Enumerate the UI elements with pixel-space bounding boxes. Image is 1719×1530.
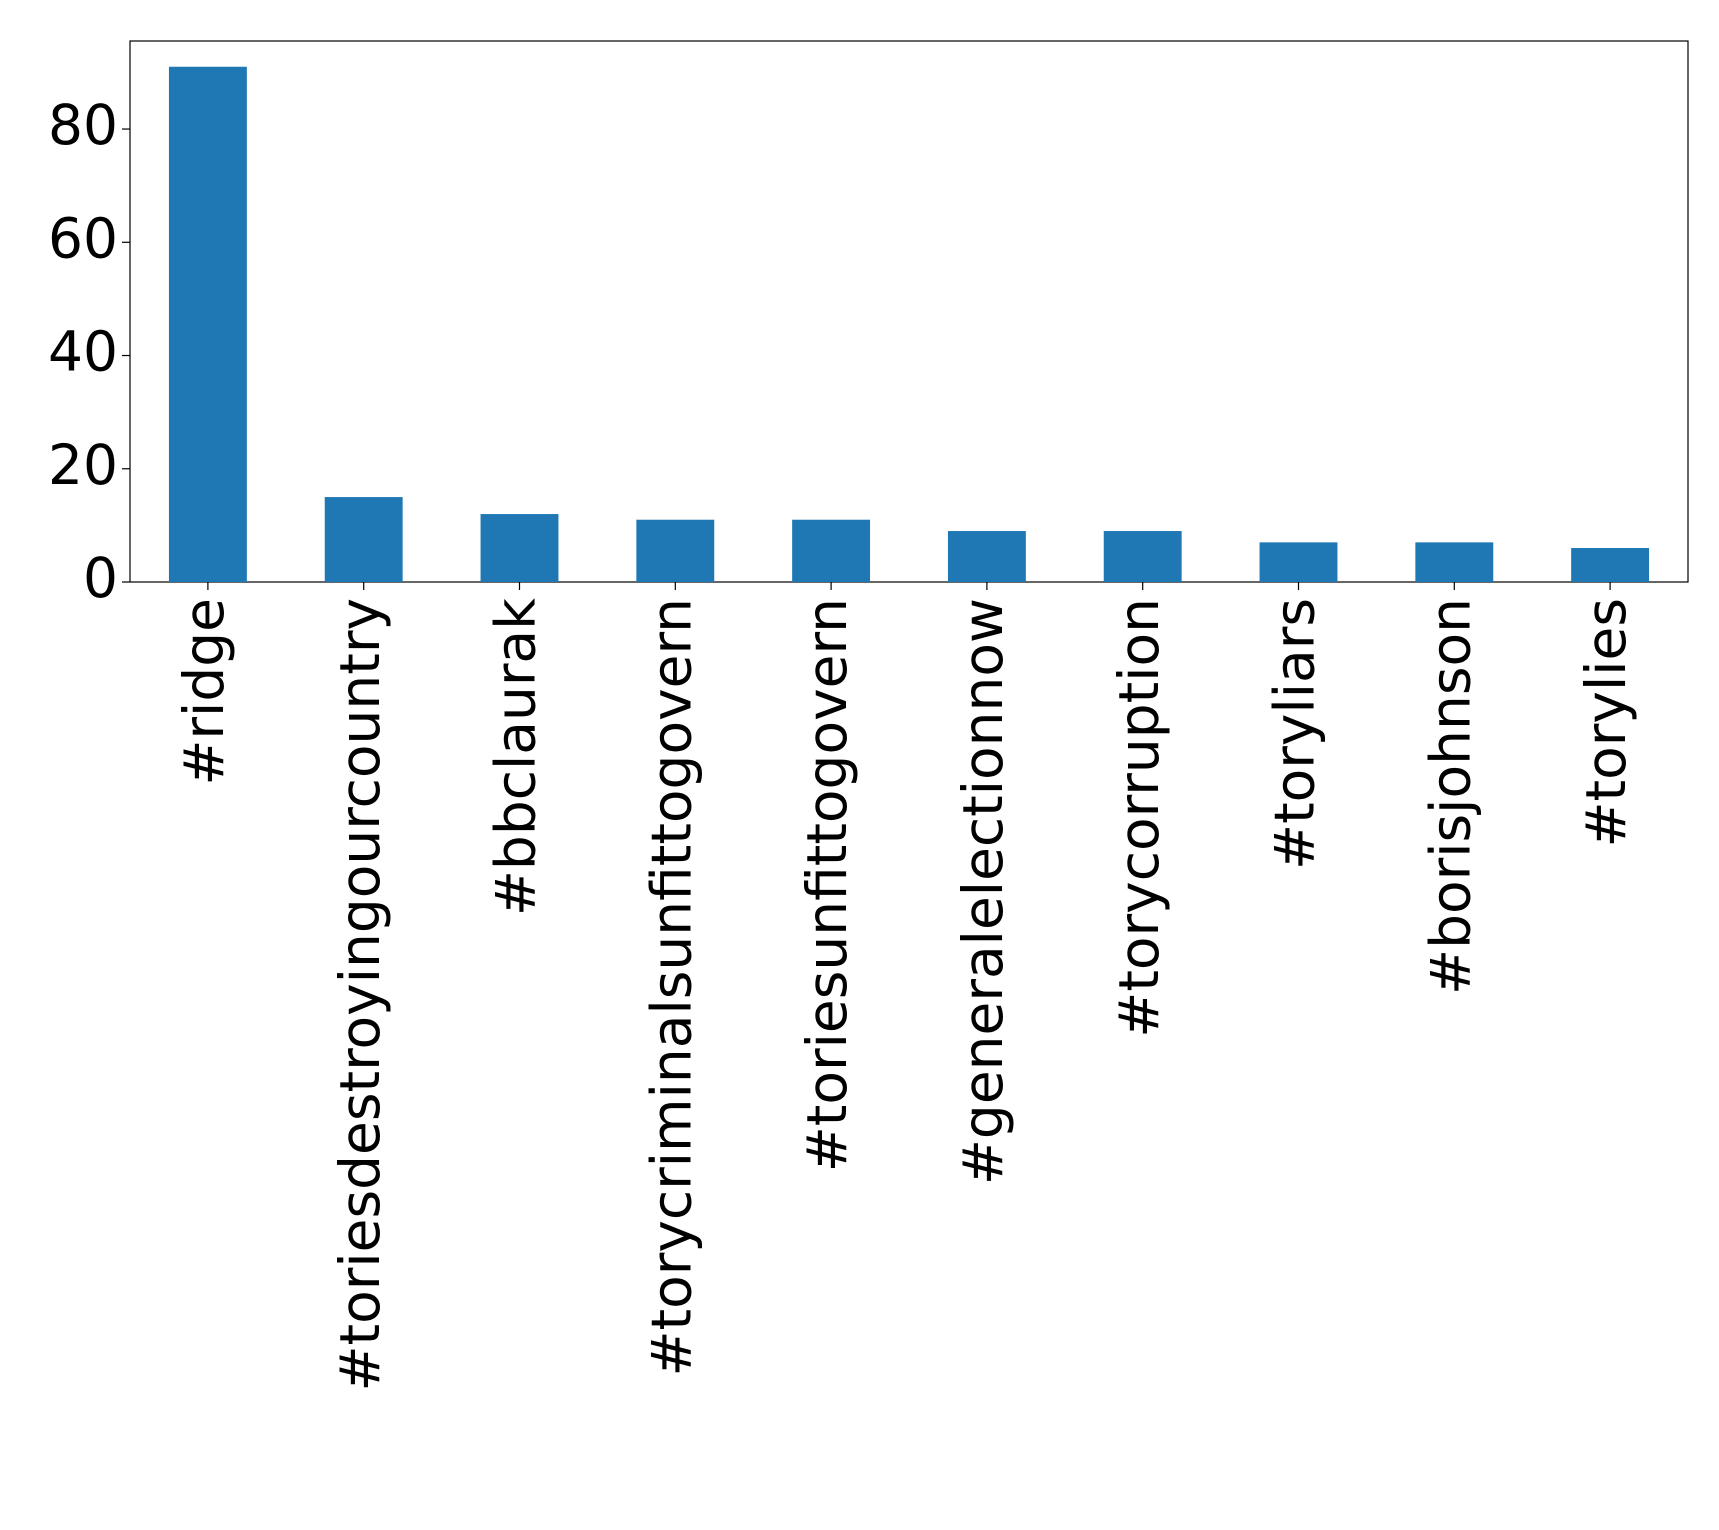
y-tick-label: 0 (83, 546, 118, 610)
x-tick-label: #toryliars (1263, 598, 1327, 870)
x-tick-label: #bbclaurak (484, 598, 548, 916)
bar (792, 519, 871, 582)
y-tick-label: 20 (48, 433, 118, 497)
x-tick-label: #generalelectionnow (951, 598, 1015, 1185)
bar (1415, 542, 1494, 582)
y-tick-label: 60 (48, 206, 118, 270)
bar (1571, 548, 1650, 582)
x-tick-label: #ridge (172, 598, 236, 786)
bar (1259, 542, 1338, 582)
bar (480, 514, 559, 582)
x-tick-label: #toriesunfittogovern (795, 598, 859, 1172)
bar (168, 66, 247, 582)
x-tick-label: #toriesdestroyingourcountry (328, 598, 392, 1392)
bar (1103, 531, 1182, 582)
x-tick-label: #torycriminalsunfittogovern (639, 598, 703, 1377)
y-tick-label: 80 (48, 93, 118, 157)
axes-frame (129, 40, 1689, 583)
x-tick-label: #torylies (1574, 598, 1638, 848)
y-tick-label: 40 (48, 320, 118, 384)
bar (947, 531, 1026, 582)
bar (636, 519, 715, 582)
bar (324, 497, 403, 582)
x-tick-label: #torycorruption (1107, 598, 1171, 1038)
x-tick-label: #borisjohnson (1418, 598, 1482, 995)
